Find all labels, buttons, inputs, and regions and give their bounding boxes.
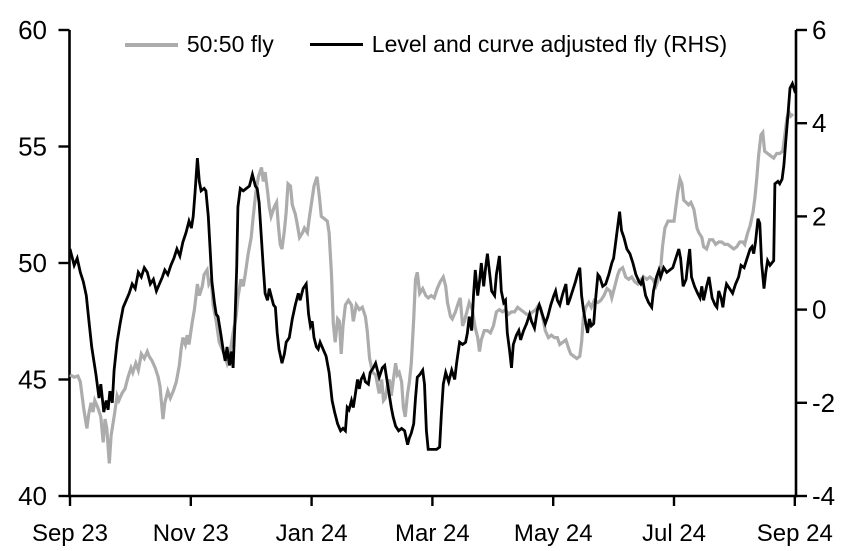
y-right-tick-label: -4: [812, 481, 835, 511]
y-left-tick-label: 40: [18, 481, 47, 511]
black-series-line: [68, 79, 797, 451]
x-tick-label: Nov 23: [153, 520, 229, 547]
y-left-tick-label: 55: [18, 132, 47, 162]
y-left-tick-label: 60: [18, 15, 47, 45]
y-left-tick-label: 50: [18, 248, 47, 278]
y-right-tick-label: 0: [812, 295, 826, 325]
x-tick-label: Sep 24: [757, 520, 833, 547]
y-right-tick-label: -2: [812, 388, 835, 418]
y-left-tick-label: 45: [18, 365, 47, 395]
y-right-tick-label: 6: [812, 15, 826, 45]
x-tick-label: Mar 24: [395, 520, 470, 547]
x-tick-label: May 24: [514, 520, 593, 547]
y-right-tick-label: 4: [812, 108, 826, 138]
x-tick-label: Jan 24: [276, 520, 348, 547]
y-right-tick-label: 2: [812, 201, 826, 231]
gray-series-line: [69, 106, 795, 464]
x-tick-label: Jul 24: [642, 520, 706, 547]
x-tick-label: Sep 23: [32, 520, 108, 547]
